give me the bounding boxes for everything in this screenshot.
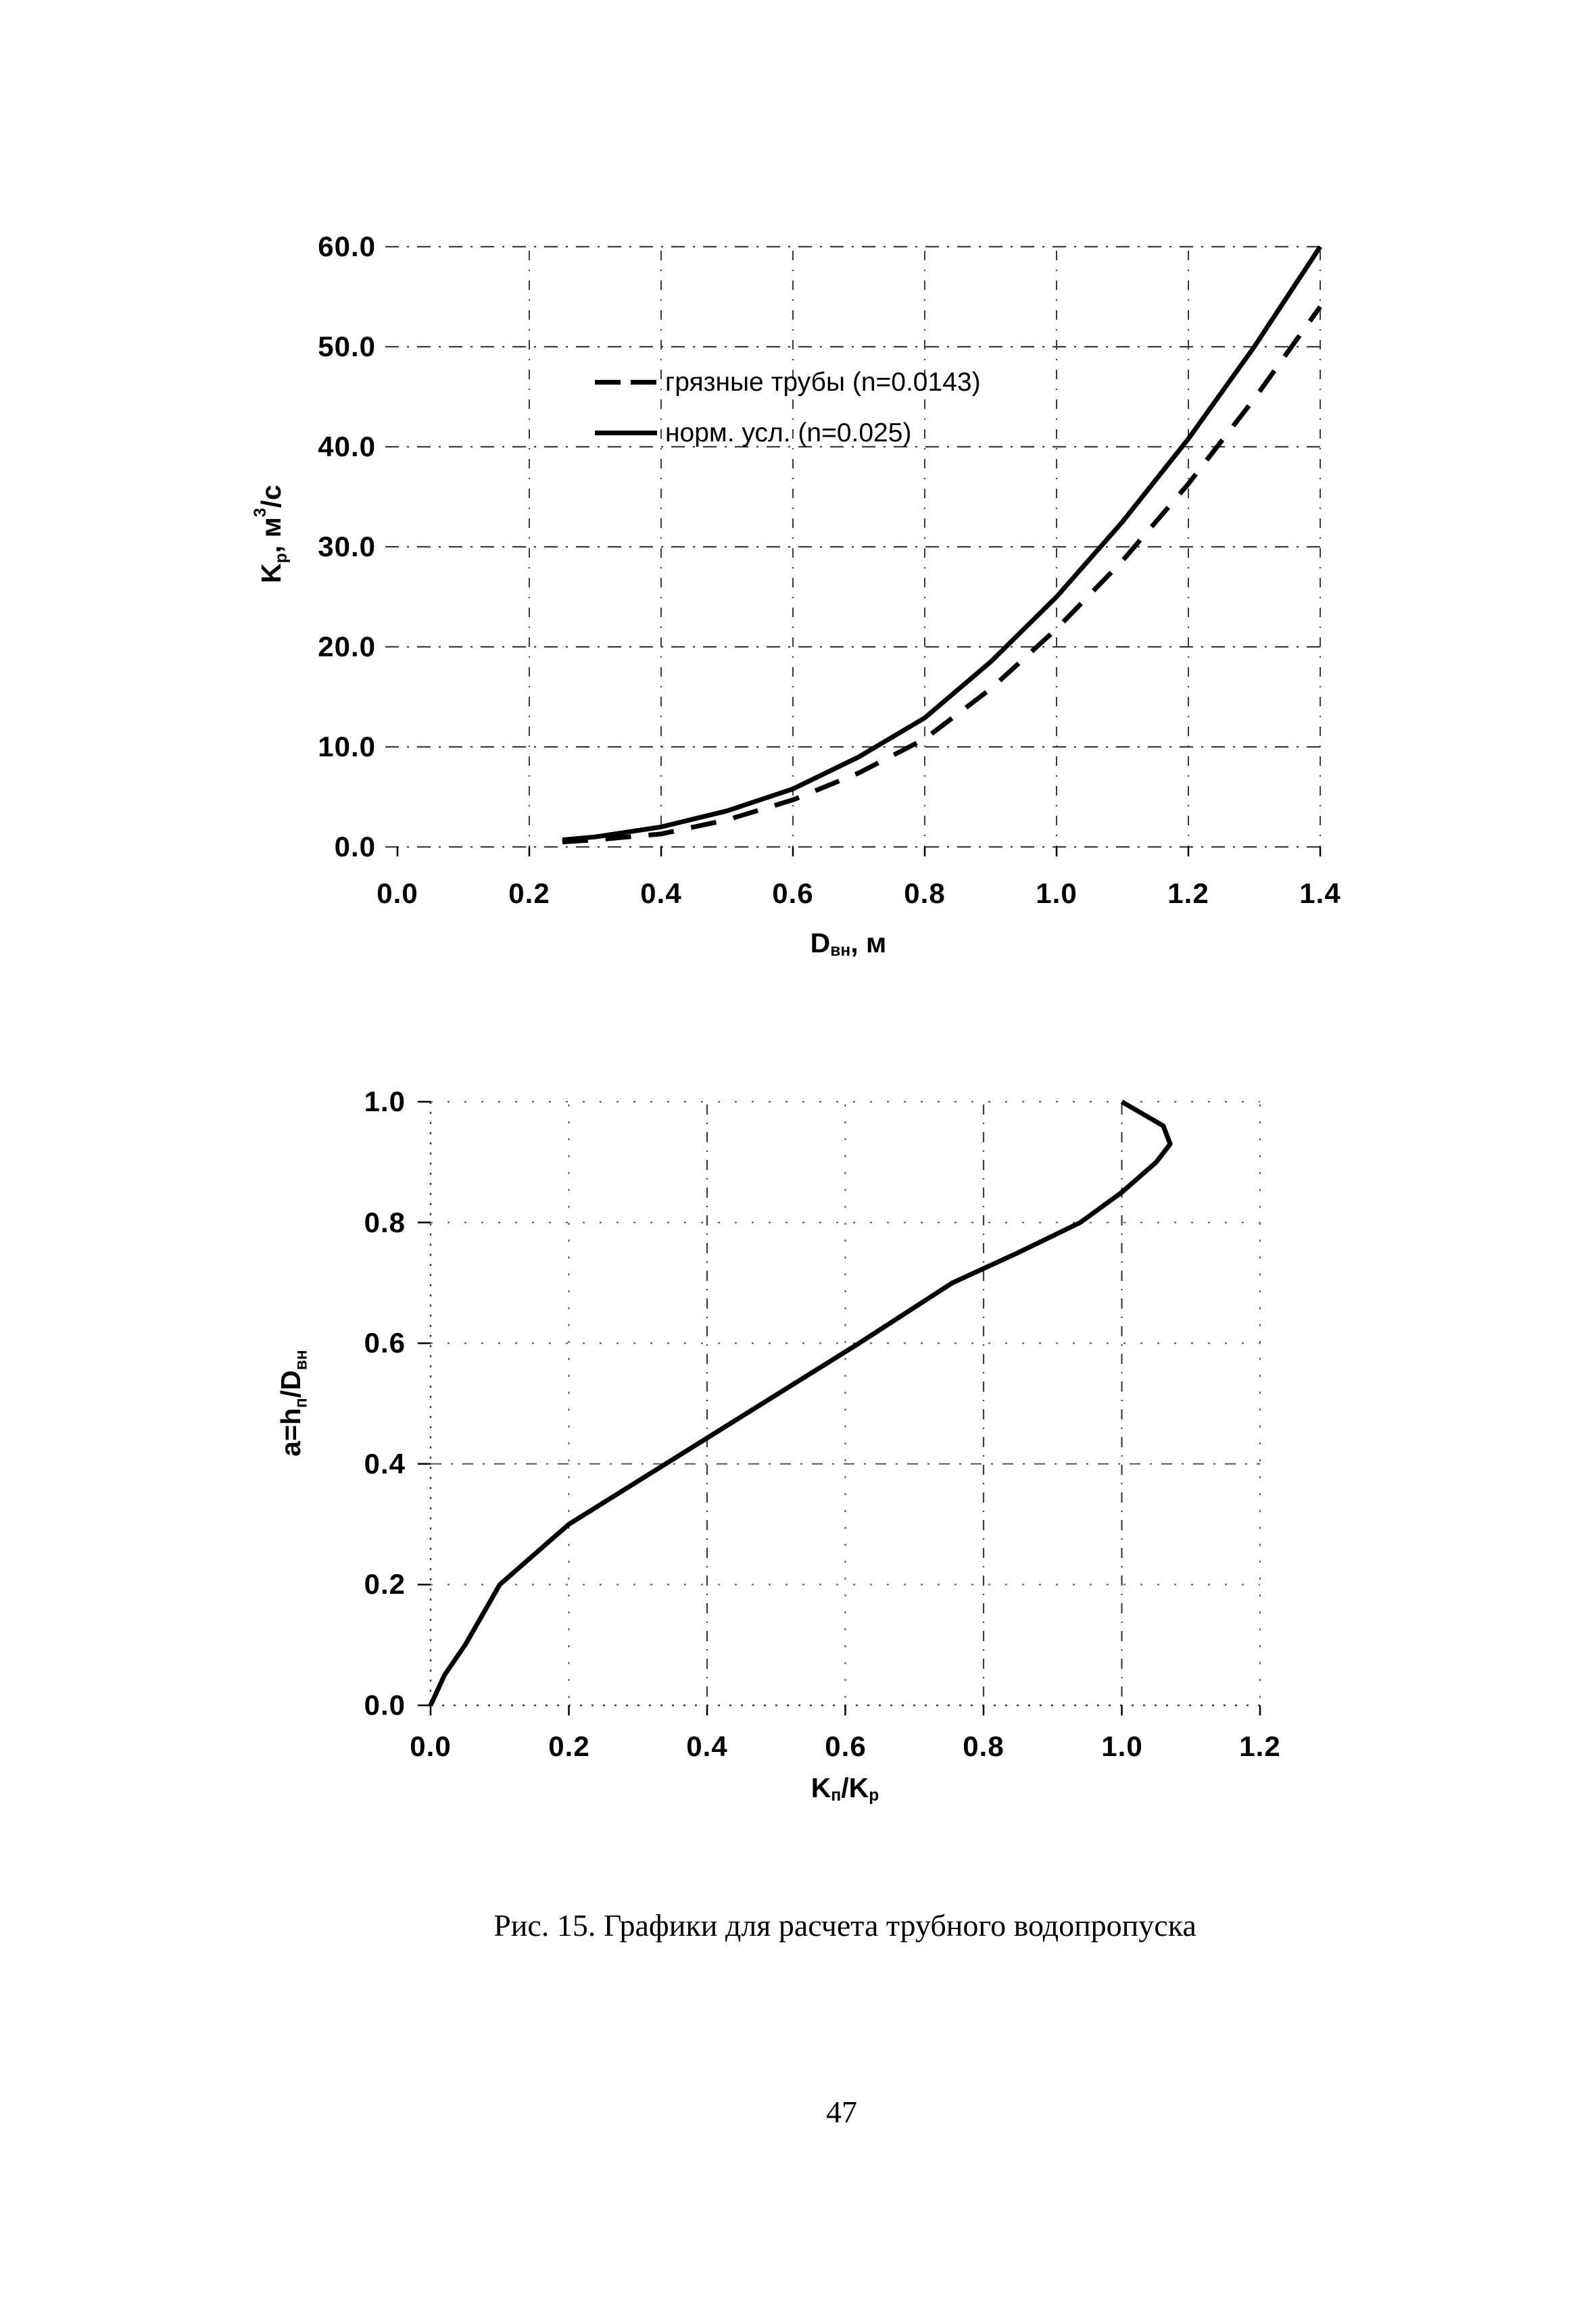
y1-title-sub: р xyxy=(272,553,291,564)
figure-caption: Рис. 15. Графики для расчета трубного во… xyxy=(493,1908,1196,1943)
solid-line-sample xyxy=(595,431,657,435)
legend-item-normal-conditions: норм. усл. (n=0.025) xyxy=(595,408,981,458)
chart2-y-tick-label: 0.0 xyxy=(364,1689,406,1721)
y1-title-text3: /с xyxy=(255,485,287,508)
chart2-x-tick-label: 0.6 xyxy=(825,1730,867,1762)
x1-title-text: D xyxy=(810,927,831,958)
legend-label-dirty-pipes: грязные трубы (n=0.0143) xyxy=(665,367,981,397)
legend-label-normal-conditions: норм. усл. (n=0.025) xyxy=(665,418,912,447)
chart1-y-tick-label: 50.0 xyxy=(318,331,376,362)
y2-title-text2: /D xyxy=(275,1370,306,1398)
x2-title-text: K xyxy=(811,1772,831,1803)
chart1-x-tick-label: 1.0 xyxy=(1036,877,1078,909)
chart1-y-tick-label: 20.0 xyxy=(318,631,376,662)
y1-title-sup: 3 xyxy=(251,508,270,518)
y2-title-text: a=h xyxy=(275,1408,306,1457)
x1-title-text2: , м xyxy=(850,927,887,958)
chart2-x-axis-title: Kп/Kр xyxy=(710,1772,980,1805)
chart1-y-tick-label: 0.0 xyxy=(334,831,376,862)
curve-normal-conditions xyxy=(562,245,1322,843)
y2-title-sub: п xyxy=(292,1398,311,1409)
chart2-x-tick-label: 1.0 xyxy=(1101,1730,1143,1762)
chart1-x-tick-label: 1.2 xyxy=(1167,877,1209,909)
chart2-x-tick-label: 1.2 xyxy=(1239,1730,1281,1762)
dashed-line-sample xyxy=(595,380,657,385)
x1-title-sub: вн xyxy=(830,942,851,960)
chart1-y-axis-title: Kр, м3/с xyxy=(243,412,291,656)
chart2-x-tick-label: 0.2 xyxy=(548,1730,590,1762)
x2-title-sub: п xyxy=(831,1786,842,1805)
curve-dirty-pipes xyxy=(562,305,1322,845)
chart1-x-axis-title: Dвн, м xyxy=(713,927,984,960)
chart1-y-tick-label: 60.0 xyxy=(318,230,376,262)
chart1-y-tick-label: 30.0 xyxy=(318,531,376,562)
chart1-x-tick-label: 0.6 xyxy=(772,877,814,909)
chart1-y-tick-label: 10.0 xyxy=(318,731,376,762)
x2-title-sub2: р xyxy=(869,1786,879,1805)
chart2-x-tick-label: 0.8 xyxy=(963,1730,1005,1762)
y1-title-text: K xyxy=(255,563,287,583)
chart2-y-tick-label: 1.0 xyxy=(364,1086,406,1117)
chart1-x-tick-label: 0.8 xyxy=(904,877,946,909)
y2-title-sub2: вн xyxy=(292,1350,311,1371)
chart1-x-tick-label: 0.0 xyxy=(377,877,418,909)
chart2-y-tick-label: 0.8 xyxy=(364,1207,406,1238)
legend-item-dirty-pipes: грязные трубы (n=0.0143) xyxy=(595,357,981,408)
chart2-y-tick-label: 0.4 xyxy=(364,1448,406,1480)
page-number: 47 xyxy=(826,2095,857,2129)
chart2-y-tick-label: 0.2 xyxy=(364,1568,406,1600)
chart1-x-tick-label: 0.4 xyxy=(640,877,682,909)
chart1-x-tick-label: 1.4 xyxy=(1299,877,1341,909)
y1-title-text2: , м xyxy=(255,517,287,554)
curve-partial-flow-ratio xyxy=(428,1099,1173,1707)
x2-title-text2: /K xyxy=(841,1772,869,1803)
chart1-legend: грязные трубы (n=0.0143) норм. усл. (n=0… xyxy=(595,357,981,458)
chart2-y-tick-label: 0.6 xyxy=(364,1327,406,1359)
chart1-y-tick-label: 40.0 xyxy=(318,431,376,462)
chart2-y-axis-title: a=hп/Dвн xyxy=(273,1268,311,1538)
chart2-x-tick-label: 0.0 xyxy=(410,1730,452,1762)
chart2-x-tick-label: 0.4 xyxy=(686,1730,728,1762)
chart1-x-tick-label: 0.2 xyxy=(508,877,550,909)
